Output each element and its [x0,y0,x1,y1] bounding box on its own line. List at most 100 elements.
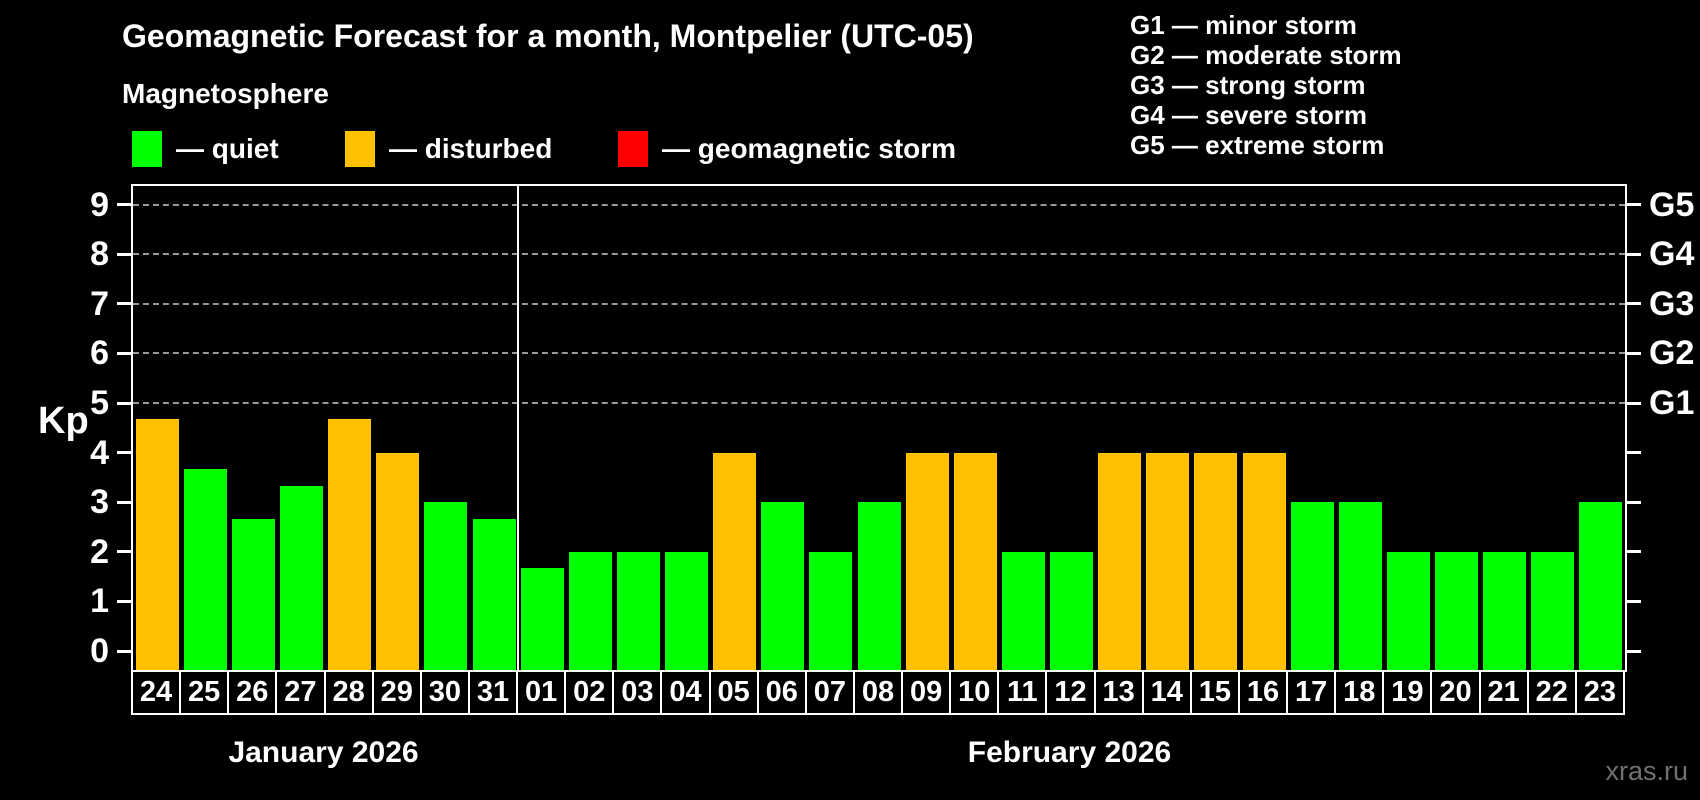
day-label-cell-12: 12 [1045,670,1096,715]
kp-axis-title: Kp [38,400,89,442]
day-label-cell-27: 27 [275,670,326,715]
day-label-cell-22: 22 [1526,670,1577,715]
y-axis-tick-left-0 [117,649,131,653]
gridline-kp6 [133,352,1625,355]
y-axis-tick-left-6 [117,351,131,355]
day-label-cell-07: 07 [804,670,855,715]
day-label-cell-04: 04 [660,670,711,715]
watermark: xras.ru [1605,756,1688,786]
y-axis-tick-left-3 [117,500,131,504]
day-axis: 24 25 26 27 28 29 30 31 01 02 03 04 05 06 07 08 09 10 11 12… [131,670,1627,715]
bar-day-17 [1290,502,1334,670]
bar-day-18 [1338,502,1382,670]
g-level-label-g3: G3 [1649,284,1695,323]
y-axis-tick-left-5 [117,401,131,405]
g-level-label-g2: G2 [1649,334,1695,373]
magnetosphere-label: Magnetosphere [122,78,329,109]
storm-scale-item-g2: G2 — moderate storm [1130,40,1402,70]
day-label-cell-09: 09 [901,670,952,715]
bar-day-25 [183,468,227,670]
y-axis-label-1: 1 [90,582,109,621]
day-label-cell-13: 13 [1093,670,1144,715]
legend-label-quiet: — quiet [176,133,279,164]
y-axis-tick-right-6 [1627,351,1641,355]
day-label-cell-17: 17 [1286,670,1337,715]
y-axis-tick-left-7 [117,302,131,306]
y-axis-tick-left-1 [117,599,131,603]
bar-day-15 [1194,452,1238,670]
g-level-label-g4: G4 [1649,235,1695,274]
plot-area: 0 1 2 3 4 5 6 7 8 9 G1 G2 G3 G4 G5 [90,184,1694,672]
day-label-cell-15: 15 [1189,670,1240,715]
y-axis-label-3: 3 [90,483,109,522]
day-label-cell-05: 05 [708,670,759,715]
day-label-cell-10: 10 [949,670,1000,715]
gridline-kp5 [133,402,1625,404]
bar-day-13 [1098,452,1142,670]
y-axis-tick-left-2 [117,550,131,554]
day-label-cell-11: 11 [997,670,1048,715]
day-label-cell-14: 14 [1141,670,1192,715]
bar-day-21 [1483,551,1527,670]
y-axis-tick-right-5 [1627,401,1641,405]
disturbed-color-swatch [345,131,375,167]
legend-item-disturbed: — disturbed [345,130,552,168]
legend-label-storm: — geomagnetic storm [662,133,957,164]
month-divider [517,186,520,670]
day-label-cell-01: 01 [516,670,567,715]
legend-item-storm: — geomagnetic storm [618,130,956,168]
bar-day-11 [1001,551,1045,670]
y-axis-label-4: 4 [90,433,109,472]
day-label-cell-19: 19 [1382,670,1433,715]
y-axis-tick-left-9 [117,203,131,207]
y-axis-tick-left-8 [117,252,131,256]
bar-day-31 [472,518,516,670]
day-label-cell-30: 30 [419,670,470,715]
day-label-cell-20: 20 [1430,670,1481,715]
y-axis-tick-right-4 [1627,451,1641,455]
bar-day-03 [616,551,660,670]
storm-scale-legend: G1 — minor storm G2 — moderate storm G3 — … [1130,10,1402,160]
bar-day-19 [1386,551,1430,670]
day-label-cell-03: 03 [612,670,663,715]
bar-day-02 [568,551,612,670]
bar-day-26 [231,518,275,670]
g-level-label-g1: G1 [1649,384,1695,422]
bar-day-10 [953,452,997,670]
bar-day-12 [1050,551,1094,670]
y-axis-tick-right-0 [1627,649,1641,653]
bar-day-20 [1435,551,1479,670]
bar-day-04 [665,551,709,670]
day-label-cell-25: 25 [179,670,230,715]
y-axis-label-2: 2 [90,532,109,571]
y-axis-label-0: 0 [90,632,109,670]
bar-day-30 [424,502,468,670]
storm-scale-item-g5: G5 — extreme storm [1130,130,1385,160]
day-label-cell-02: 02 [564,670,615,715]
y-axis-tick-right-3 [1627,500,1641,504]
y-axis-tick-right-8 [1627,252,1641,256]
day-label-cell-06: 06 [756,670,807,715]
storm-scale-item-g3: G3 — strong storm [1130,70,1366,100]
y-axis-tick-right-2 [1627,550,1641,554]
y-axis-tick-right-9 [1627,203,1641,207]
day-label-cell-26: 26 [227,670,278,715]
day-label-cell-24: 24 [131,670,182,715]
legend-label-disturbed: — disturbed [389,133,553,164]
bar-day-23 [1579,502,1623,670]
bar-day-07 [809,551,853,670]
bar-day-16 [1242,452,1286,670]
legend-item-quiet: — quiet [132,130,279,168]
y-axis-label-6: 6 [90,334,109,373]
bar-day-08 [857,502,901,670]
storm-scale-item-g4: G4 — severe storm [1130,100,1368,130]
storm-scale-item-g1: G1 — minor storm [1130,10,1357,40]
quiet-color-swatch [132,131,162,167]
gridline-kp9 [133,203,1625,206]
bar-day-22 [1531,551,1575,670]
day-label-cell-29: 29 [371,670,422,715]
bar-day-28 [328,419,372,670]
bar-day-24 [135,419,179,670]
storm-color-swatch [618,131,648,167]
